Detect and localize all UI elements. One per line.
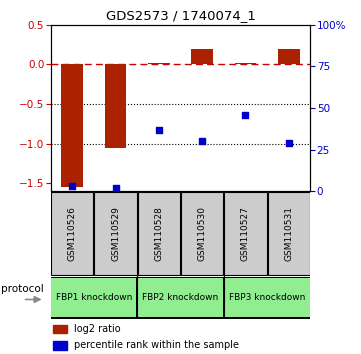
FancyBboxPatch shape [51, 192, 93, 275]
FancyBboxPatch shape [268, 192, 310, 275]
FancyBboxPatch shape [51, 277, 310, 318]
Text: log2 ratio: log2 ratio [74, 324, 121, 334]
FancyBboxPatch shape [138, 278, 223, 317]
Bar [61, 64, 83, 187]
Point [243, 112, 248, 118]
Point [113, 185, 118, 191]
Text: GDS2573 / 1740074_1: GDS2573 / 1740074_1 [105, 9, 256, 22]
Point [286, 140, 292, 146]
Point [156, 127, 162, 132]
Text: GSM110526: GSM110526 [68, 206, 77, 261]
Text: protocol: protocol [1, 284, 44, 294]
Bar [191, 48, 213, 64]
Text: FBP1 knockdown: FBP1 knockdown [56, 293, 132, 302]
Text: percentile rank within the sample: percentile rank within the sample [74, 340, 239, 350]
Point [199, 138, 205, 144]
Bar [235, 63, 256, 64]
FancyBboxPatch shape [51, 278, 136, 317]
FancyBboxPatch shape [224, 192, 267, 275]
Text: GSM110527: GSM110527 [241, 206, 250, 261]
Bar [148, 63, 170, 64]
Text: GSM110530: GSM110530 [198, 206, 206, 261]
Bar [53, 325, 68, 333]
Text: GSM110531: GSM110531 [284, 206, 293, 261]
Bar [53, 341, 68, 350]
FancyBboxPatch shape [138, 192, 180, 275]
Text: FBP2 knockdown: FBP2 knockdown [142, 293, 219, 302]
FancyBboxPatch shape [94, 192, 137, 275]
FancyBboxPatch shape [181, 192, 223, 275]
Text: GSM110528: GSM110528 [155, 206, 163, 261]
FancyBboxPatch shape [225, 278, 310, 317]
Text: FBP3 knockdown: FBP3 knockdown [229, 293, 305, 302]
Bar [105, 64, 126, 148]
Point [69, 183, 75, 189]
Text: GSM110529: GSM110529 [111, 206, 120, 261]
Bar [278, 48, 300, 64]
